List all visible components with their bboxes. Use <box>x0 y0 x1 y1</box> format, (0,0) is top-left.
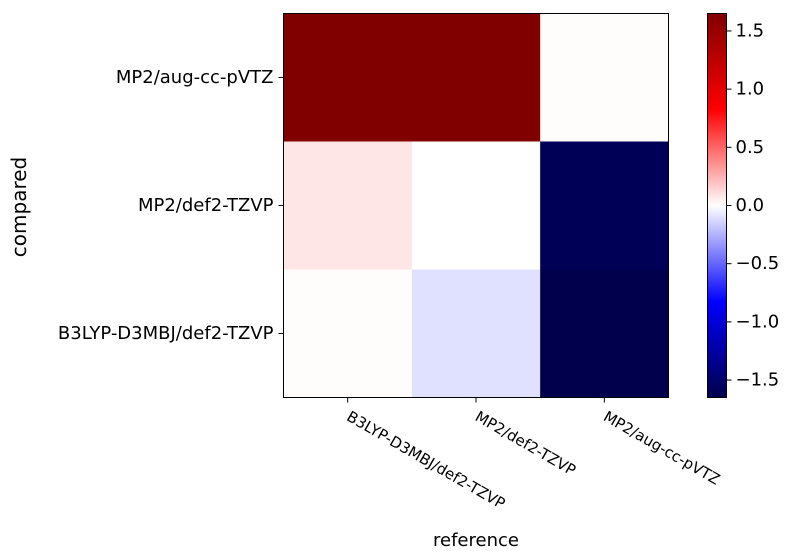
heatmap-cell <box>540 141 669 270</box>
y-axis: MP2/aug-cc-pVTZ MP2/def2-TZVP B3LYP-D3MBJ/… <box>58 67 284 344</box>
heatmap-cells <box>283 13 669 398</box>
colorbar-tick-label: −0.5 <box>736 253 780 274</box>
colorbar-tick-label: −1.0 <box>736 311 780 332</box>
y-axis-label: compared <box>7 157 31 257</box>
colorbar-tick-label: 1.0 <box>736 79 765 100</box>
heatmap-cell <box>283 269 413 398</box>
heatmap-cell <box>411 13 541 142</box>
colorbar: −1.5 −1.0 −0.5 0.0 0.5 1.0 1.5 <box>707 13 780 398</box>
colorbar-tick-label: −1.5 <box>736 370 780 391</box>
y-tick-label: MP2/def2-TZVP <box>138 195 274 216</box>
heatmap-cell <box>540 269 669 398</box>
colorbar-tick-label: 0.5 <box>736 137 765 158</box>
y-tick-label: B3LYP-D3MBJ/def2-TZVP <box>58 323 274 344</box>
heatmap-cell <box>283 141 413 270</box>
heatmap-cell <box>540 13 669 142</box>
x-tick-label: MP2/aug-cc-pVTZ <box>600 407 723 488</box>
heatmap-cell <box>283 13 413 142</box>
x-tick-label: MP2/def2-TZVP <box>472 407 579 479</box>
colorbar-tick-label: 1.5 <box>736 20 765 41</box>
y-tick-label: MP2/aug-cc-pVTZ <box>116 67 274 88</box>
x-axis-label: reference <box>433 530 519 551</box>
colorbar-ticks: −1.5 −1.0 −0.5 0.0 0.5 1.0 1.5 <box>726 20 780 391</box>
colorbar-tick-label: 0.0 <box>736 195 765 216</box>
heatmap-cell <box>411 141 541 270</box>
heatmap-cell <box>411 269 541 398</box>
colorbar-gradient <box>707 13 727 398</box>
